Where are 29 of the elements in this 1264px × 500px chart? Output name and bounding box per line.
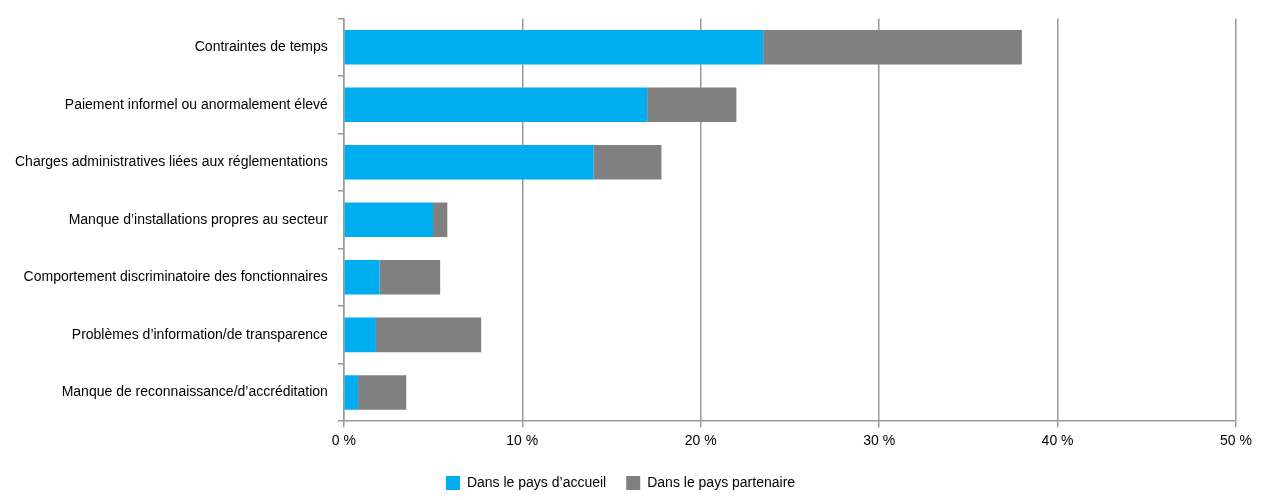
x-tick-label: 40 % xyxy=(1041,432,1074,449)
bar xyxy=(379,260,441,295)
legend-label: Dans le pays partenaire xyxy=(647,473,796,490)
bar xyxy=(763,29,1022,65)
y-tick-label: Manque d’installations propres au secteur xyxy=(68,210,329,227)
y-tick-label: Problèmes d’information/de transparence xyxy=(71,325,329,342)
bar xyxy=(344,29,764,65)
legend-label: Dans le pays d’accueil xyxy=(466,473,607,490)
y-tick-label: Comportement discriminatoire des fonctionnaires xyxy=(23,268,328,285)
y-tick-label: Paiement informel ou anormalement élevé xyxy=(64,95,329,112)
bar xyxy=(344,202,434,238)
y-tick-label: Manque de reconnaissance/d’accréditation xyxy=(61,383,328,400)
bar xyxy=(344,87,648,122)
bar xyxy=(344,375,359,410)
x-tick-label: 0 % xyxy=(331,432,356,449)
bar xyxy=(344,317,376,353)
bar xyxy=(647,87,737,122)
x-tick-label: 20 % xyxy=(684,432,717,449)
y-tick-label: Contraintes de temps xyxy=(194,38,328,55)
x-tick-label: 30 % xyxy=(863,432,896,449)
bar xyxy=(344,260,380,295)
bar xyxy=(358,375,407,410)
bar xyxy=(433,202,448,238)
x-tick-label: 10 % xyxy=(506,432,539,449)
bar xyxy=(593,144,662,180)
bar xyxy=(344,144,594,180)
x-tick-label: 50 % xyxy=(1220,432,1252,449)
y-tick-label: Charges administratives liées aux réglementations xyxy=(14,153,328,170)
bar xyxy=(375,317,482,353)
